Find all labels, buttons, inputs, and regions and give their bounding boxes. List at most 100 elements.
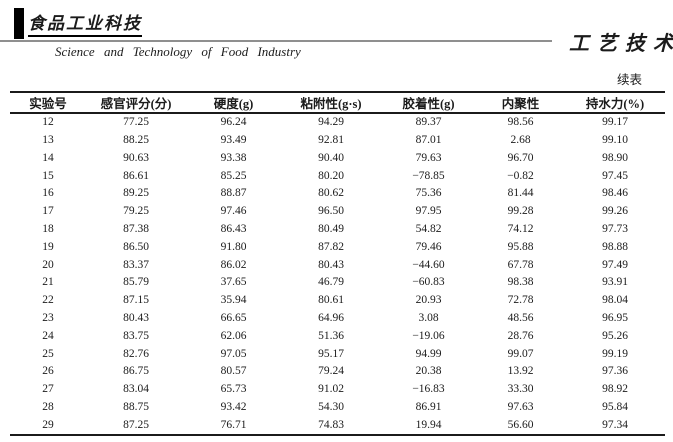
table-cell: 99.10: [602, 133, 628, 146]
table-cell: 98.90: [602, 151, 628, 164]
masthead: 食品工业科技 Science and Technology of Food In…: [0, 0, 673, 64]
table-cell: 15: [42, 169, 54, 182]
table-cell: 99.17: [602, 116, 628, 129]
col-header-water-holding: 持水力(%): [585, 97, 645, 111]
table-cell: 88.75: [123, 400, 149, 413]
table-cell: 80.49: [318, 222, 344, 235]
table-cell: 80.43: [318, 258, 344, 271]
table-cell: 93.91: [602, 276, 628, 289]
table-cell: 80.57: [220, 365, 247, 378]
table-cell: 86.75: [123, 365, 149, 378]
results-table: 实验号 感官评分(分) 硬度(g) 粘附性(g·s) 胶着性(g) 内聚性 持水…: [10, 91, 665, 437]
table-cell: 81.44: [507, 187, 534, 200]
table-cell: 79.46: [415, 240, 442, 253]
table-header-row: 实验号 感官评分(分) 硬度(g) 粘附性(g·s) 胶着性(g) 内聚性 持水…: [10, 92, 665, 113]
table-cell: 93.38: [220, 151, 247, 164]
table-row: 19 86.50 91.80 87.82 79.46 95.88 98.88: [10, 239, 665, 257]
table-cell: 54.82: [415, 222, 442, 235]
table-cell: 65.73: [220, 383, 247, 396]
table-cell: 28: [42, 400, 54, 413]
table-cell: 87.15: [123, 294, 149, 307]
table-cell: 85.25: [220, 169, 247, 182]
table-cell: 79.25: [123, 205, 149, 218]
table-row: 14 90.63 93.38 90.40 79.63 96.70 98.90: [10, 150, 665, 168]
table-cell: 79.63: [415, 151, 442, 164]
table-cell: 97.36: [602, 365, 628, 378]
table-cell: 93.49: [220, 133, 247, 146]
table-cell: 51.36: [318, 329, 344, 342]
table-cell: 75.36: [415, 187, 442, 200]
table-cell: 87.25: [123, 418, 149, 431]
table-cell: 93.42: [220, 400, 247, 413]
table-row: 25 82.76 97.05 95.17 94.99 99.07 99.19: [10, 345, 665, 363]
col-header-sensory-score: 感官评分(分): [100, 97, 172, 111]
table-cell: 27: [42, 383, 54, 396]
table-cell: 97.34: [602, 418, 628, 431]
table-cell: 99.19: [602, 347, 628, 360]
table-cell: −16.83: [412, 383, 445, 396]
table-row: 28 88.75 93.42 54.30 86.91 97.63 95.84: [10, 399, 665, 417]
table-row: 23 80.43 66.65 64.96 3.08 48.56 96.95: [10, 310, 665, 328]
table-cell: 21: [42, 276, 54, 289]
table-cell: 66.65: [220, 311, 247, 324]
table-cell: 89.25: [123, 187, 149, 200]
table-cell: 97.45: [602, 169, 628, 182]
table-cell: 94.99: [415, 347, 442, 360]
table-cell: 98.38: [507, 276, 534, 289]
table-cell: 98.88: [602, 240, 628, 253]
table-cell: 80.43: [123, 311, 149, 324]
table-cell: 13.92: [507, 365, 534, 378]
col-header-experiment-no: 实验号: [29, 97, 67, 111]
table-row: 24 83.75 62.06 51.36 −19.06 28.76 95.26: [10, 328, 665, 346]
journal-name-english: Science and Technology of Food Industry: [55, 44, 301, 59]
table-row: 13 88.25 93.49 92.81 87.01 2.68 99.10: [10, 132, 665, 150]
table-cell: 54.30: [318, 400, 344, 413]
table-row: 16 89.25 88.87 80.62 75.36 81.44 98.46: [10, 185, 665, 203]
table-row: 17 79.25 97.46 96.50 97.95 99.28 99.26: [10, 203, 665, 221]
table-cell: 77.25: [123, 116, 149, 129]
table-cell: 19: [42, 240, 54, 253]
table-cell: −44.60: [412, 258, 445, 271]
table-cell: 37.65: [220, 276, 247, 289]
masthead-divider-rule: [0, 40, 552, 42]
table-cell: −0.82: [507, 169, 534, 182]
table-cell: 95.26: [602, 329, 628, 342]
table-cell: 20.93: [415, 294, 442, 307]
continued-table-label: 续表: [616, 73, 642, 87]
table-cell: 80.61: [318, 294, 344, 307]
table-cell: 98.56: [507, 116, 534, 129]
table-cell: 87.82: [318, 240, 344, 253]
table-cell: 88.25: [123, 133, 149, 146]
table-cell: 25: [42, 347, 54, 360]
table-cell: 20.38: [415, 365, 442, 378]
table-cell: 82.76: [123, 347, 149, 360]
table-cell: 72.78: [507, 294, 534, 307]
table-cell: 28.76: [507, 329, 534, 342]
table-cell: 96.24: [220, 116, 247, 129]
table-cell: 18: [42, 222, 54, 235]
table-cell: 97.63: [507, 400, 534, 413]
table-cell: 74.12: [507, 222, 534, 235]
table-cell: 95.17: [318, 347, 344, 360]
table-cell: 97.95: [415, 205, 442, 218]
table-cell: 91.02: [318, 383, 344, 396]
table-cell: 56.60: [507, 418, 534, 431]
table-cell: 48.56: [507, 311, 534, 324]
table-cell: 76.71: [220, 418, 247, 431]
table-cell: 88.87: [220, 187, 247, 200]
table-cell: 23: [42, 311, 54, 324]
table-cell: −78.85: [412, 169, 445, 182]
table-cell: 29: [42, 418, 54, 431]
table-cell: 95.84: [602, 400, 628, 413]
table-cell: 96.70: [507, 151, 534, 164]
table-row: 26 86.75 80.57 79.24 20.38 13.92 97.36: [10, 363, 665, 381]
table-cell: 89.37: [415, 116, 442, 129]
table-row: 12 77.25 96.24 94.29 89.37 98.56 99.17: [10, 113, 665, 132]
table-cell: 98.92: [602, 383, 628, 396]
table-cell: 33.30: [507, 383, 534, 396]
section-title: 工艺技术: [569, 33, 673, 55]
table-cell: 3.08: [418, 311, 439, 324]
table-cell: 91.80: [220, 240, 247, 253]
table-cell: 92.81: [318, 133, 344, 146]
table-cell: 99.26: [602, 205, 628, 218]
